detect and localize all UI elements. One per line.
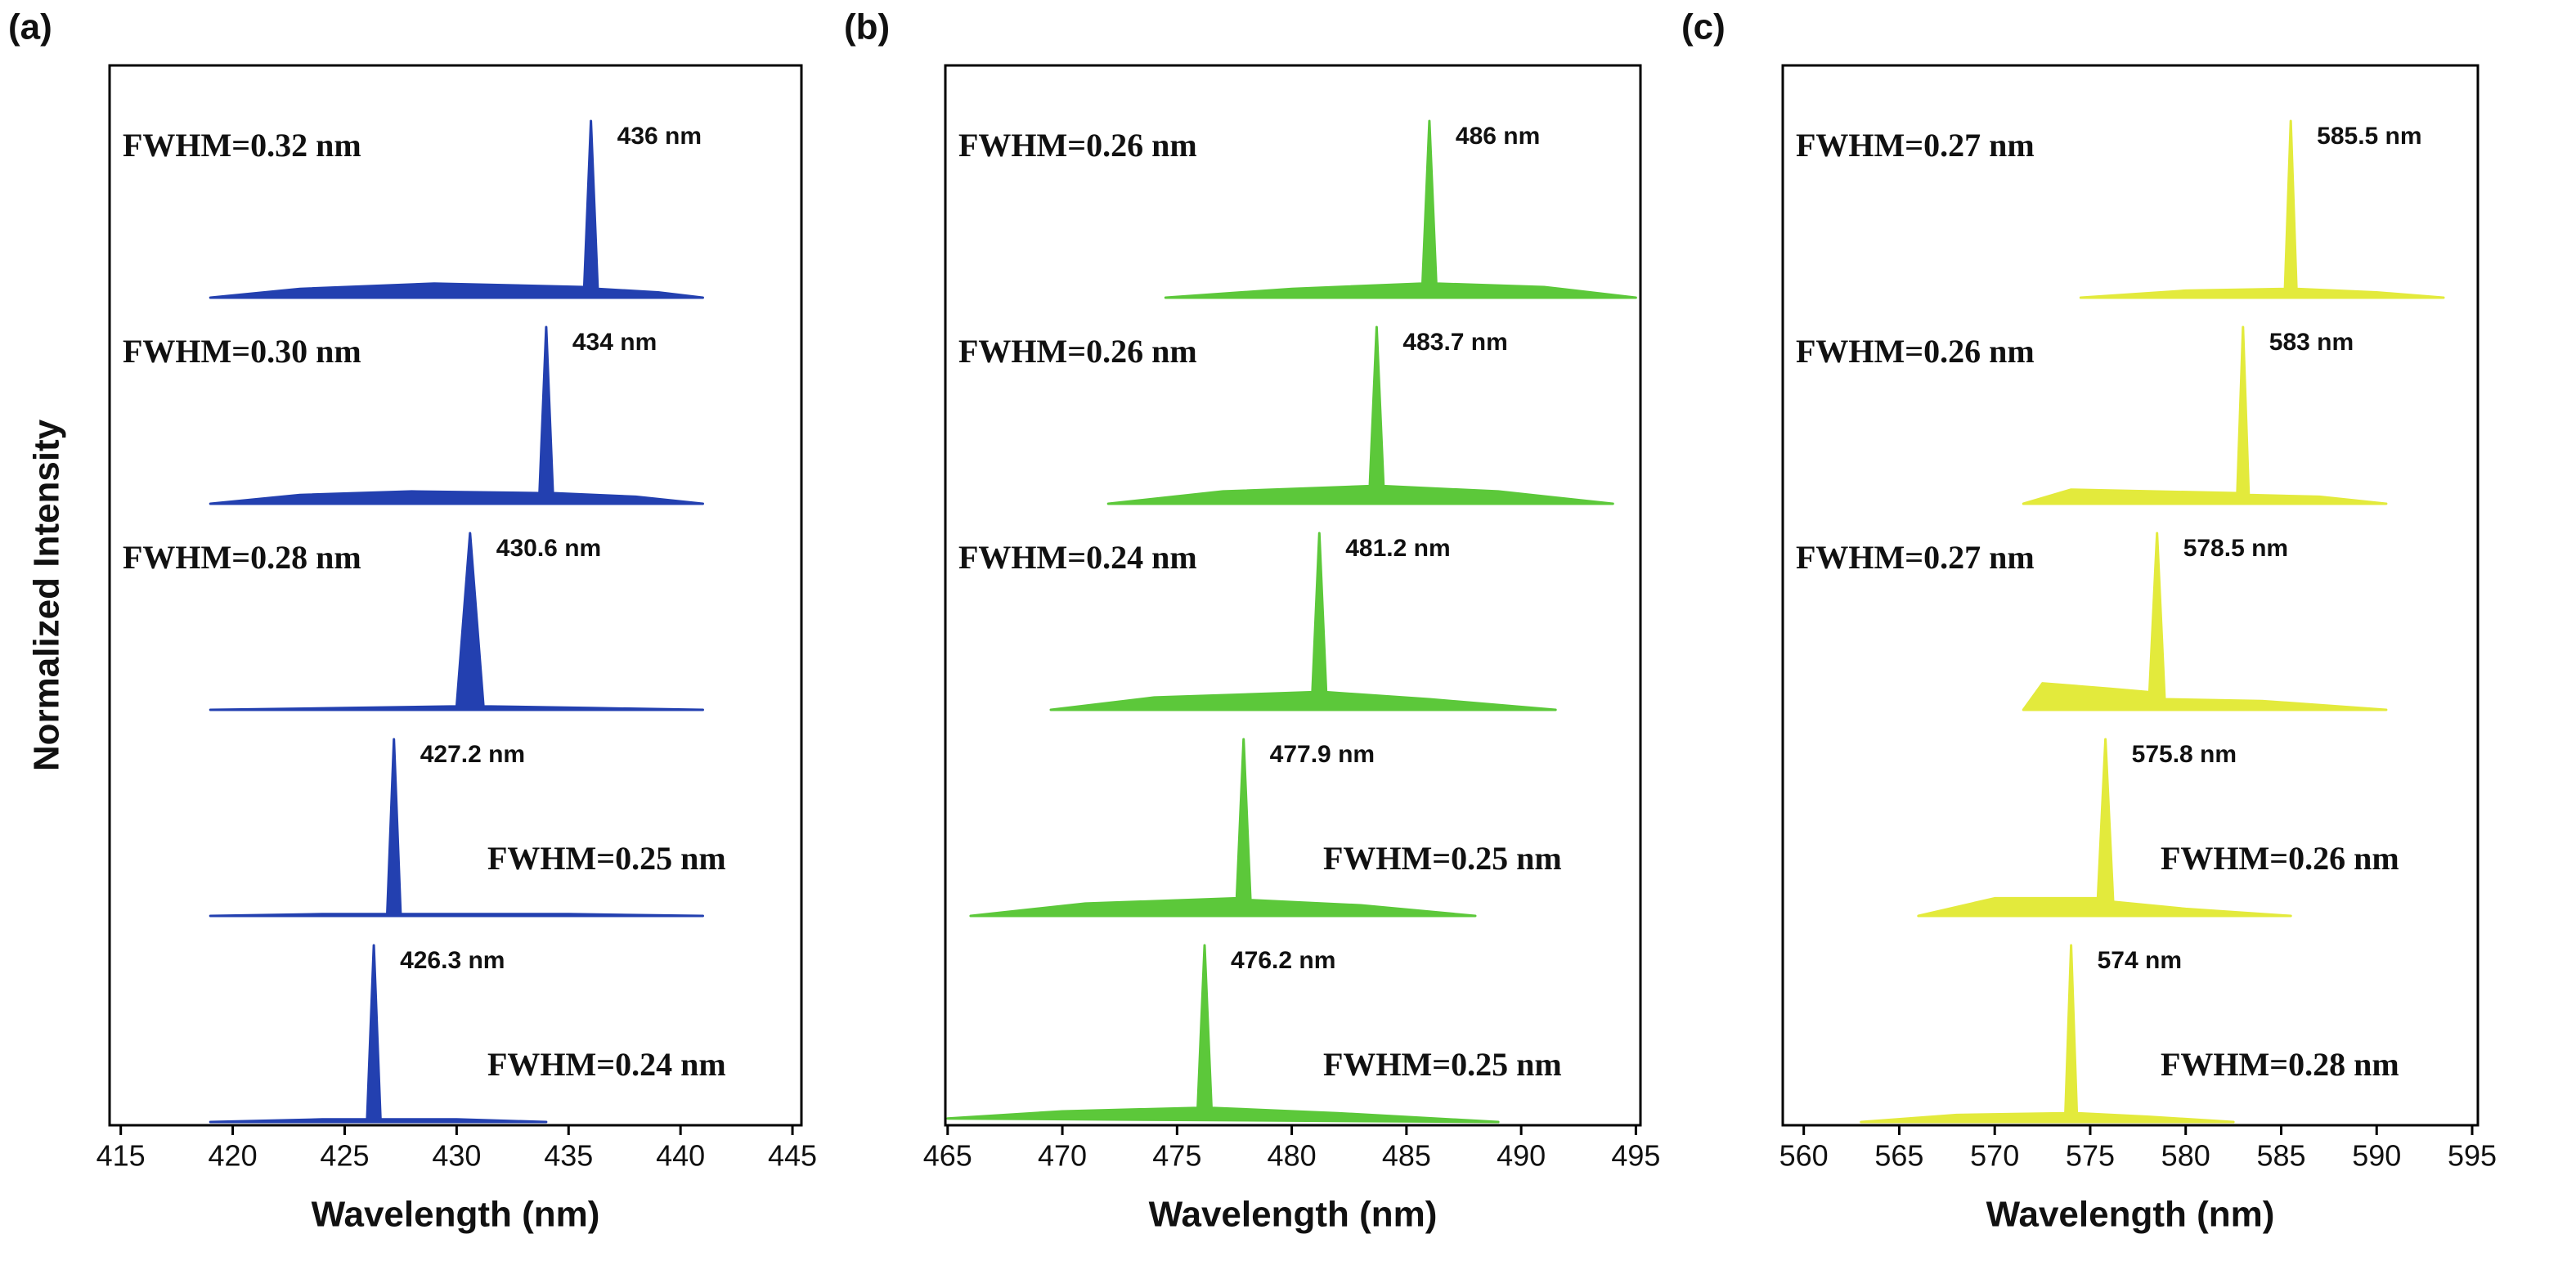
spectrum (209, 119, 704, 299)
x-tick-label: 425 (320, 1139, 369, 1173)
spectrum (2022, 532, 2388, 711)
x-tick-label: 470 (1038, 1139, 1087, 1173)
fwhm-label: FWHM=0.26 nm (1796, 333, 2035, 370)
fwhm-label: FWHM=0.30 nm (123, 333, 361, 370)
x-tick-label: 490 (1497, 1139, 1546, 1173)
x-tick-label: 445 (768, 1139, 817, 1173)
axes-frame (1781, 64, 2480, 1127)
peak-label: 578.5 nm (2183, 535, 2288, 562)
x-tick-label: 595 (2448, 1139, 2497, 1173)
fwhm-label: FWHM=0.28 nm (123, 539, 361, 576)
panel-label: (b) (844, 7, 890, 47)
spectrum (946, 944, 1500, 1124)
spectrum (1917, 738, 2292, 918)
spectrum (2022, 325, 2388, 505)
x-axis-title: Wavelength (nm) (1986, 1195, 2275, 1235)
panel-label: (a) (8, 7, 52, 47)
x-tick-label: 435 (544, 1139, 593, 1173)
spectrum (209, 738, 704, 918)
x-tick-label: 495 (1611, 1139, 1660, 1173)
x-axis-title: Wavelength (nm) (312, 1195, 600, 1235)
x-tick-label: 590 (2352, 1139, 2401, 1173)
peak-label: 430.6 nm (496, 535, 601, 562)
spectrum (209, 325, 704, 505)
peak-label: 583 nm (2269, 329, 2354, 356)
x-tick-label: 420 (209, 1139, 258, 1173)
fwhm-label: FWHM=0.26 nm (958, 333, 1197, 370)
peak-label: 434 nm (572, 329, 657, 356)
peak-label: 436 nm (617, 123, 702, 150)
spectrum (1049, 532, 1557, 711)
spectrum (1106, 325, 1614, 505)
x-tick-label: 585 (2256, 1139, 2305, 1173)
spectrum (1860, 944, 2235, 1124)
peak-label: 426.3 nm (400, 947, 505, 974)
fwhm-label: FWHM=0.25 nm (1323, 1046, 1562, 1083)
fwhm-label: FWHM=0.25 nm (1323, 840, 1562, 877)
x-tick-label: 475 (1152, 1139, 1201, 1173)
axes-frame (944, 64, 1642, 1127)
x-tick-label: 415 (96, 1139, 146, 1173)
peak-label: 477.9 nm (1270, 741, 1375, 768)
fwhm-label: FWHM=0.27 nm (1796, 127, 2035, 164)
peak-label: 486 nm (1456, 123, 1540, 150)
x-tick-label: 560 (1779, 1139, 1829, 1173)
x-tick-label: 430 (432, 1139, 481, 1173)
fwhm-label: FWHM=0.26 nm (958, 127, 1197, 164)
fwhm-label: FWHM=0.25 nm (487, 840, 726, 877)
panel-label: (c) (1681, 7, 1726, 47)
spectrum (209, 944, 548, 1124)
peak-label: 427.2 nm (420, 741, 525, 768)
peak-label: 481.2 nm (1345, 535, 1450, 562)
peak-label: 574 nm (2098, 947, 2182, 974)
fwhm-label: FWHM=0.24 nm (958, 539, 1197, 576)
x-tick-label: 580 (2161, 1139, 2210, 1173)
fwhm-label: FWHM=0.24 nm (487, 1046, 726, 1083)
fwhm-label: FWHM=0.28 nm (2161, 1046, 2399, 1083)
peak-label: 476.2 nm (1231, 947, 1335, 974)
x-tick-label: 565 (1874, 1139, 1923, 1173)
x-tick-label: 440 (656, 1139, 705, 1173)
axes-frame (108, 64, 803, 1127)
x-tick-label: 485 (1382, 1139, 1431, 1173)
peak-label: 585.5 nm (2317, 123, 2421, 150)
spectrum (209, 532, 704, 711)
fwhm-label: FWHM=0.26 nm (2161, 840, 2399, 877)
spectrum (2079, 119, 2445, 299)
x-axis-title: Wavelength (nm) (1149, 1195, 1438, 1235)
x-tick-label: 465 (923, 1139, 972, 1173)
spectrum (969, 738, 1477, 918)
spectrum (1164, 119, 1637, 299)
fwhm-label: FWHM=0.32 nm (123, 127, 361, 164)
x-tick-label: 570 (1970, 1139, 2019, 1173)
peak-label: 483.7 nm (1402, 329, 1507, 356)
x-tick-label: 575 (2066, 1139, 2115, 1173)
x-tick-label: 480 (1268, 1139, 1317, 1173)
peak-label: 575.8 nm (2132, 741, 2237, 768)
fwhm-label: FWHM=0.27 nm (1796, 539, 2035, 576)
y-axis-title: Normalized Intensity (27, 419, 67, 771)
